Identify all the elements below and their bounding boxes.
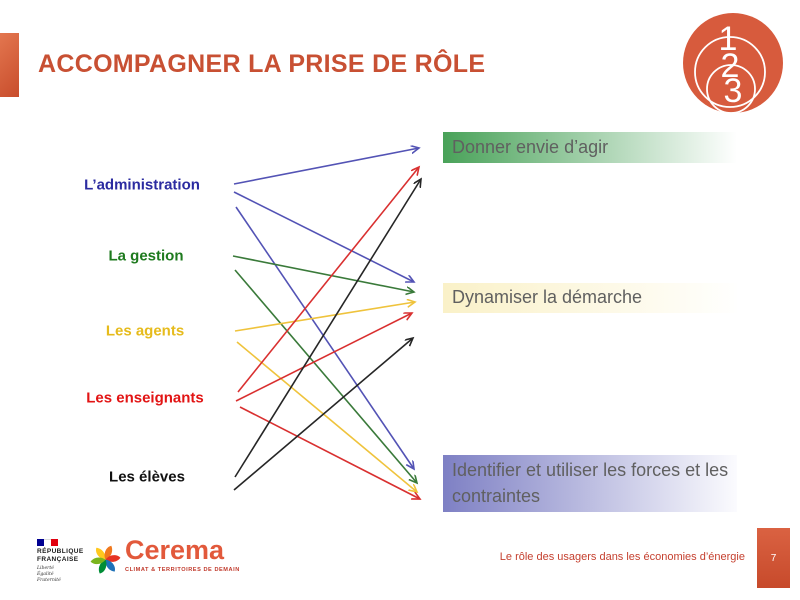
connection-line <box>234 302 415 332</box>
rf-logo-line1: RÉPUBLIQUE <box>37 548 84 555</box>
connection-line <box>234 179 421 478</box>
badge-number-2: 2 <box>721 47 740 85</box>
connection-line <box>233 148 419 185</box>
goal-label: Identifier et utiliser les forces et les… <box>452 459 729 506</box>
rf-logo-line2: FRANÇAISE <box>37 556 79 564</box>
goal-label: Dynamiser la démarche <box>452 287 643 308</box>
actor-eleves: Les élèves <box>109 468 185 486</box>
rf-motto-2: Égalité <box>37 572 54 578</box>
badge-number-1: 1 <box>719 20 738 58</box>
cerema-wordmark: Cerema <box>125 535 225 565</box>
title-accent-bar <box>0 33 19 97</box>
connection-line <box>233 191 414 282</box>
actor-enseignants: Les enseignants <box>86 389 204 407</box>
goal-label: Donner envie d’agir <box>452 136 609 157</box>
rf-motto-3: Fraternité <box>37 578 61 584</box>
connection-line <box>237 167 419 393</box>
actor-agents: Les agents <box>105 322 185 340</box>
badge-circle-outer <box>683 13 783 113</box>
page-number-tab: 7 <box>757 528 790 588</box>
steps-badge: 1 2 3 <box>683 13 783 114</box>
cerema-logo: Cerema CLIMAT & TERRITOIRES DE DEMAIN <box>89 537 240 579</box>
republique-francaise-logo: RÉPUBLIQUE FRANÇAISE Liberté Égalité Fra… <box>37 539 84 584</box>
connection-line <box>235 206 414 469</box>
connection-line <box>233 338 413 491</box>
actor-gestion: La gestion <box>108 247 184 265</box>
cerema-pinwheel-icon <box>90 545 121 574</box>
connection-line <box>235 313 412 402</box>
connection-line <box>239 406 420 499</box>
connection-line <box>234 269 417 483</box>
badge-circle-mid <box>694 36 766 108</box>
connection-line <box>236 341 417 492</box>
goal-identifier-forces: Identifier et utiliser les forces et les… <box>443 455 737 512</box>
badge-number-3: 3 <box>724 72 743 110</box>
connection-line <box>232 255 414 292</box>
rf-motto-1: Liberté <box>37 566 54 572</box>
france-flag-icon <box>37 539 58 546</box>
page-title: ACCOMPAGNER LA PRISE DE RÔLE <box>38 50 486 78</box>
badge-circle-inner <box>706 64 756 114</box>
actor-administration: L’administration <box>84 176 200 194</box>
cerema-tagline: CLIMAT & TERRITOIRES DE DEMAIN <box>125 567 240 573</box>
footer-caption: Le rôle des usagers dans les économies d… <box>499 551 745 563</box>
goal-dynamiser: Dynamiser la démarche <box>443 283 737 313</box>
goal-donner-envie: Donner envie d’agir <box>443 132 737 163</box>
